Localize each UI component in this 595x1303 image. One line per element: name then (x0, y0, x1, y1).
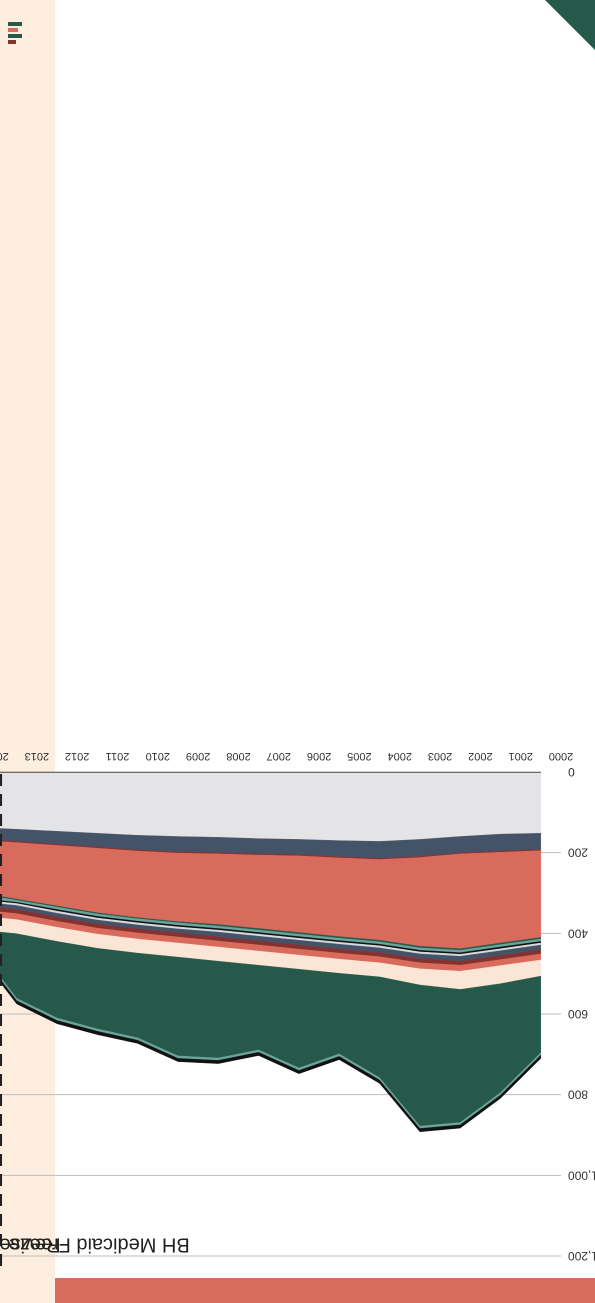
x-tick-label: 2005 (347, 750, 371, 762)
y-tick-label: 800 (568, 1088, 588, 1102)
y-tick-label: 200 (568, 846, 588, 860)
logo-bar-2 (8, 28, 18, 32)
x-tick-label: 2003 (428, 750, 452, 762)
x-tick-label: 2008 (226, 750, 250, 762)
series-area-assault-battery (0, 772, 541, 842)
x-tick-label: 2002 (468, 750, 492, 762)
corner-accent (545, 0, 595, 50)
x-tick-label: 2011 (106, 750, 130, 762)
x-tick-label: 2010 (146, 750, 170, 762)
y-tick-label: 400 (568, 926, 588, 940)
y-tick-label: 0 (568, 765, 575, 779)
event-label: BH Medicaid Freeze (9, 1233, 190, 1255)
x-tick-label: 2006 (307, 750, 331, 762)
logo-bar-3 (8, 34, 22, 38)
x-tick-label: 2001 (508, 750, 532, 762)
x-tick-label: 2009 (186, 750, 210, 762)
y-tick-label: 600 (568, 1007, 588, 1021)
x-tick-label: 2004 (387, 750, 411, 762)
x-tick-label: 2014 (0, 750, 9, 762)
y-tick-label: 1,200 (568, 1249, 595, 1263)
x-tick-label: 2013 (25, 750, 49, 762)
x-tick-label: 2012 (65, 750, 89, 762)
series-area-weapon (0, 978, 541, 1133)
y-tick-label: 1,000 (568, 1168, 595, 1182)
logo-bar-4 (8, 40, 16, 44)
page-side-band (0, 0, 55, 1303)
x-tick-label: 2007 (267, 750, 291, 762)
accent-bottom-bar (55, 1278, 595, 1303)
x-tick-label: 2000 (549, 750, 573, 762)
event-label: Revised Probation Agreement (0, 1233, 61, 1255)
logo-bar-1 (8, 22, 22, 26)
